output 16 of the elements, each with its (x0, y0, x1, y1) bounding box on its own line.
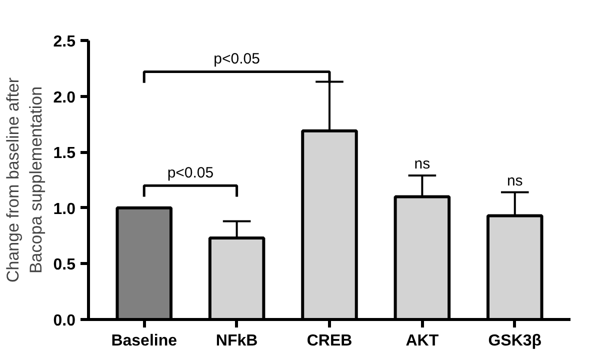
y-tick-label: 0.5 (53, 256, 76, 274)
y-tick-label: 1.0 (53, 200, 76, 218)
x-tick-label: GSK3β (488, 332, 542, 350)
y-tick-label: 1.5 (53, 145, 76, 162)
x-tick-label: NFkB (216, 332, 258, 350)
x-tick-label: Baseline (111, 332, 178, 350)
y-tick-label: 2.5 (53, 34, 76, 50)
annotation: p<0.05 (214, 50, 260, 68)
y-tick-label: 0.0 (53, 312, 76, 330)
y-tick-label: 2.0 (53, 89, 76, 106)
annotation: ns (506, 172, 523, 190)
annotation: p<0.05 (167, 164, 214, 182)
annotation: ns (414, 156, 430, 173)
y-axis-title: Change from baseline after Bacopa supplementation (3, 77, 46, 283)
x-tick-label: AKT (406, 332, 439, 350)
x-tick-label: CREB (306, 332, 352, 350)
